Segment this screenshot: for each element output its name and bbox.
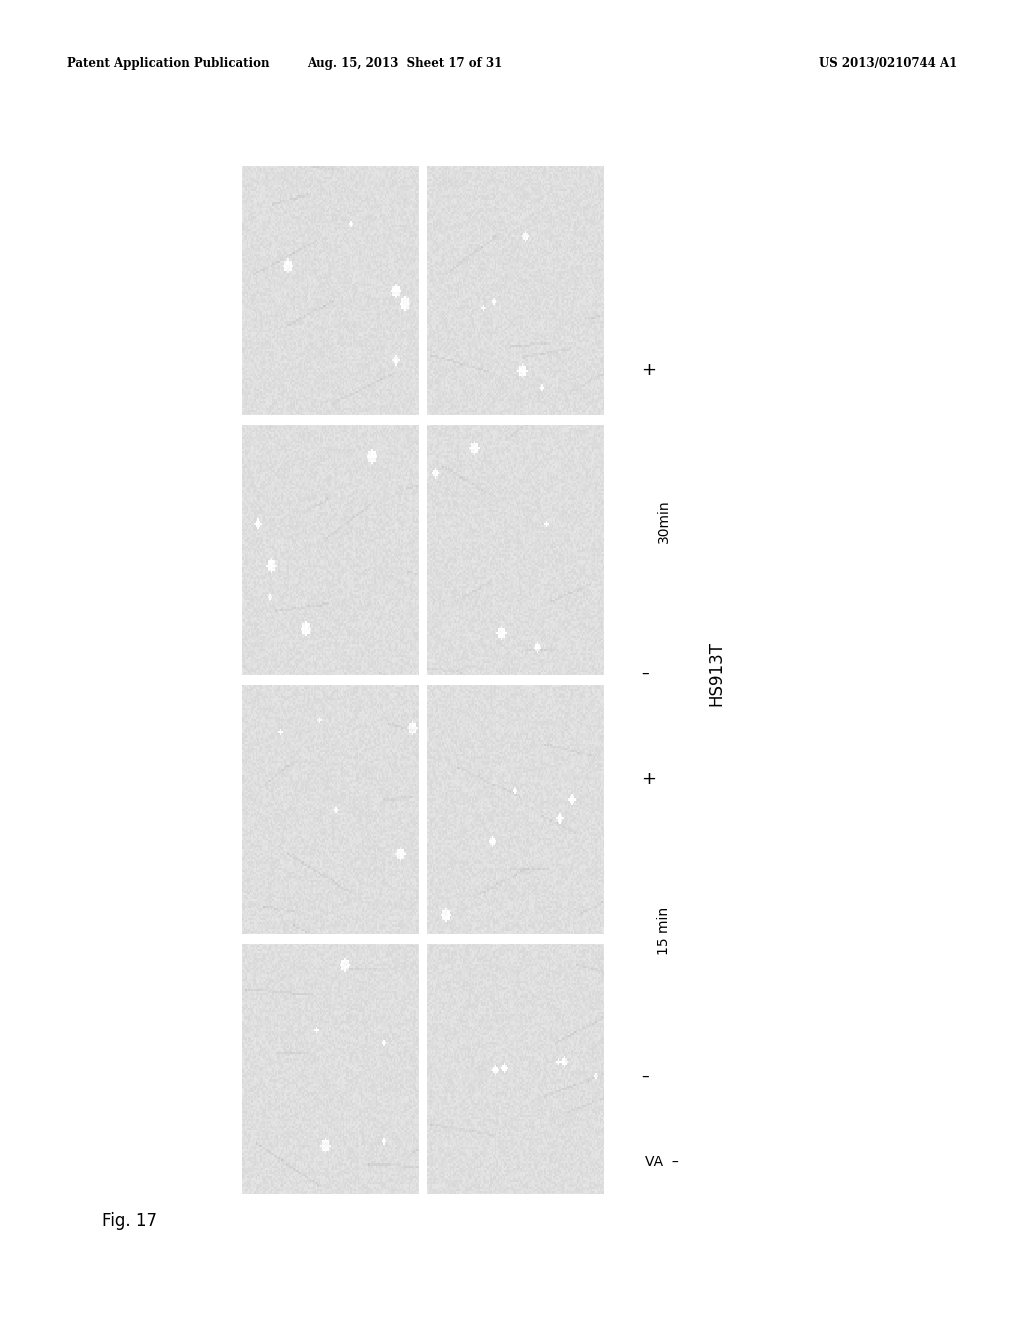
Text: –: – xyxy=(641,665,648,681)
Text: Aug. 15, 2013  Sheet 17 of 31: Aug. 15, 2013 Sheet 17 of 31 xyxy=(307,57,502,70)
Text: Patent Application Publication: Patent Application Publication xyxy=(67,57,269,70)
Text: VA  –: VA – xyxy=(645,1155,679,1168)
Text: HS913T: HS913T xyxy=(708,640,726,706)
Text: +: + xyxy=(641,360,656,379)
Text: +: + xyxy=(641,770,656,788)
Text: 30min: 30min xyxy=(656,499,671,544)
Text: 15 min: 15 min xyxy=(656,907,671,954)
Text: –: – xyxy=(641,1068,648,1084)
Text: Fig. 17: Fig. 17 xyxy=(102,1212,158,1230)
Text: US 2013/0210744 A1: US 2013/0210744 A1 xyxy=(819,57,957,70)
